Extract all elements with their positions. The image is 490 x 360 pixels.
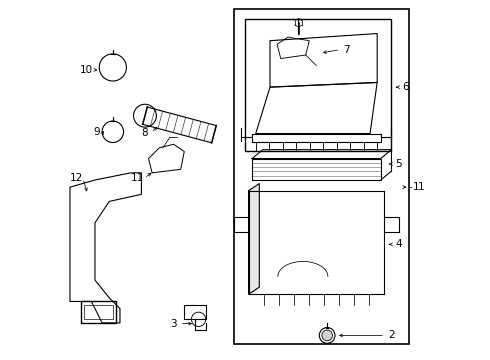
- Bar: [252, 158, 381, 180]
- Text: 1: 1: [418, 182, 425, 192]
- Text: 12: 12: [70, 173, 83, 183]
- Text: 5: 5: [395, 159, 402, 169]
- Text: 1: 1: [413, 182, 419, 192]
- Text: 11: 11: [131, 173, 145, 183]
- Text: 6: 6: [402, 82, 409, 92]
- Bar: [234, 9, 409, 344]
- Polygon shape: [248, 184, 259, 294]
- Text: 8: 8: [142, 128, 148, 138]
- Text: 10: 10: [79, 65, 93, 75]
- Text: 7: 7: [343, 45, 350, 55]
- Bar: [245, 19, 392, 152]
- Circle shape: [322, 330, 333, 341]
- Text: 3: 3: [170, 319, 177, 329]
- Text: 9: 9: [94, 127, 100, 137]
- Bar: [184, 305, 206, 319]
- Bar: [84, 305, 113, 319]
- Text: 2: 2: [388, 330, 395, 341]
- Text: 4: 4: [395, 239, 402, 249]
